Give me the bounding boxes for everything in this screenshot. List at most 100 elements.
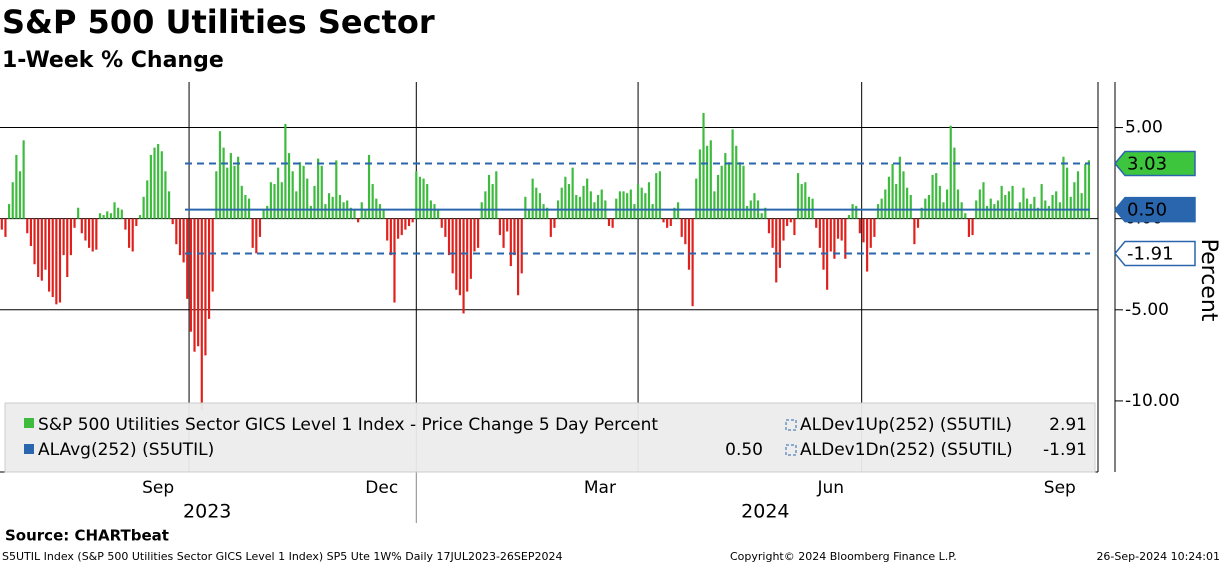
value-tag-label: 0.50 <box>1127 200 1167 221</box>
legend-value: 0.50 <box>725 440 763 460</box>
bar <box>746 205 749 219</box>
bar <box>138 215 142 219</box>
bar <box>731 129 734 219</box>
bar <box>1055 191 1058 219</box>
bar <box>207 218 211 319</box>
bar <box>433 204 436 219</box>
bar <box>687 218 691 270</box>
bar <box>993 204 996 219</box>
bar <box>131 218 134 252</box>
bar <box>851 204 854 219</box>
bar <box>87 218 91 248</box>
bar <box>197 218 200 347</box>
bar <box>149 154 152 219</box>
x-tick-label: Mar <box>584 478 616 498</box>
bar <box>338 194 342 219</box>
bar <box>189 218 192 332</box>
bar <box>215 171 218 219</box>
bar <box>258 218 262 237</box>
bar <box>331 196 334 219</box>
bar <box>415 171 418 219</box>
bar <box>916 218 920 228</box>
bar <box>437 209 440 219</box>
bar <box>815 218 818 228</box>
bar <box>978 189 981 219</box>
bar <box>771 218 774 248</box>
bar <box>255 218 258 254</box>
bar <box>691 218 694 307</box>
bar <box>200 218 203 411</box>
bar <box>458 218 462 296</box>
bar <box>349 207 352 219</box>
bar <box>400 218 403 236</box>
bar <box>651 204 654 219</box>
bar <box>586 178 589 219</box>
bar <box>666 218 669 228</box>
bar <box>949 125 952 219</box>
bar <box>1007 191 1011 219</box>
bar <box>426 184 429 219</box>
bar <box>887 176 891 219</box>
bar <box>1011 185 1014 219</box>
bar <box>451 218 454 274</box>
bar <box>487 174 491 219</box>
bar <box>164 171 167 219</box>
bar <box>444 218 447 237</box>
bar <box>738 162 741 219</box>
bar <box>549 218 552 237</box>
bar <box>716 174 720 219</box>
bar <box>109 213 112 219</box>
bar <box>218 131 222 219</box>
bar <box>175 218 178 245</box>
bar <box>636 184 640 219</box>
bar <box>117 207 120 219</box>
bar <box>237 156 240 219</box>
legend-swatch <box>785 419 797 431</box>
bar <box>600 189 603 219</box>
bar <box>335 160 338 219</box>
bar <box>1051 194 1054 219</box>
bar <box>935 173 938 219</box>
bar <box>902 171 905 219</box>
bar <box>142 196 145 219</box>
bar <box>884 189 887 219</box>
bar <box>1047 205 1051 219</box>
bar <box>720 165 723 219</box>
bar <box>578 196 581 219</box>
bar <box>113 202 116 219</box>
bar <box>393 218 396 303</box>
bar <box>160 151 163 219</box>
bar <box>146 180 149 219</box>
bar <box>153 147 156 219</box>
footer-center: Copyright© 2024 Bloomberg Finance L.P. <box>730 550 957 563</box>
bar <box>422 178 425 219</box>
bar <box>47 218 51 292</box>
bar <box>640 187 643 219</box>
bar <box>702 112 705 219</box>
bar <box>913 218 916 245</box>
chart-subtitle: 1-Week % Change <box>2 48 224 73</box>
bar <box>789 218 792 223</box>
bar <box>873 218 876 237</box>
bar <box>1036 207 1040 219</box>
bar <box>964 213 967 219</box>
bar <box>1076 171 1080 219</box>
bar <box>498 218 502 236</box>
bar <box>11 182 14 219</box>
bar <box>982 182 985 219</box>
bar <box>15 154 18 219</box>
bar <box>909 194 912 219</box>
bar <box>240 185 243 219</box>
bar <box>124 218 127 230</box>
bar <box>531 178 534 219</box>
footer-left: S5UTIL Index (S&P 500 Utilities Sector G… <box>2 550 563 563</box>
bar <box>829 218 832 252</box>
bar <box>611 218 614 228</box>
bar <box>171 218 174 225</box>
bar <box>866 218 869 272</box>
bar <box>26 218 29 234</box>
bar <box>520 218 523 274</box>
bar <box>506 218 509 232</box>
bar <box>353 209 356 219</box>
